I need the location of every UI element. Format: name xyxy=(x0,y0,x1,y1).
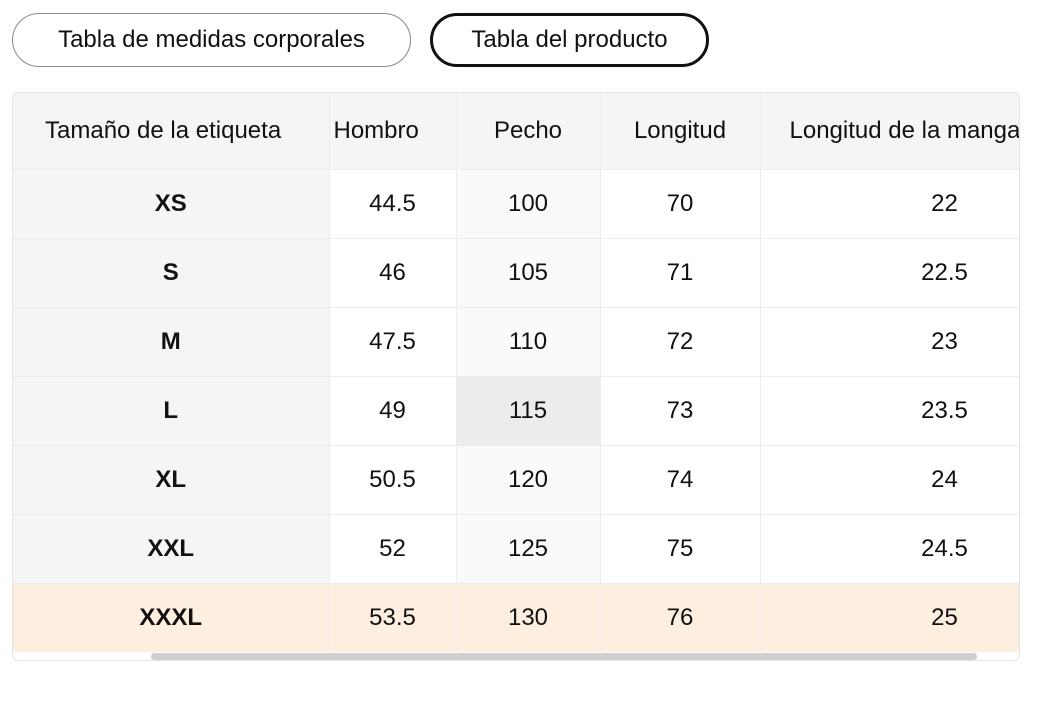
table-row: XL 50.5 120 74 24 xyxy=(13,445,1019,515)
size-table-container: Tamaño de la etiqueta Hombro Pecho Longi… xyxy=(12,92,1020,661)
cell-size: XXL xyxy=(13,514,330,584)
cell-shoulder: 52 xyxy=(329,514,457,584)
cell-shoulder: 49 xyxy=(329,376,457,446)
horizontal-scrollbar-thumb[interactable] xyxy=(151,653,977,660)
header-sleeve-length: Longitud de la manga xyxy=(760,93,1019,170)
cell-shoulder: 53.5 xyxy=(329,583,457,652)
chart-tabs: Tabla de medidas corporales Tabla del pr… xyxy=(12,13,709,67)
tab-body-measurements[interactable]: Tabla de medidas corporales xyxy=(12,13,411,67)
cell-size: XS xyxy=(13,169,330,239)
size-table: Tamaño de la etiqueta Hombro Pecho Longi… xyxy=(13,93,1019,652)
cell-length: 75 xyxy=(600,514,761,584)
header-chest: Pecho xyxy=(456,93,601,170)
cell-size: M xyxy=(13,307,330,377)
size-table-scroll-area[interactable]: Tamaño de la etiqueta Hombro Pecho Longi… xyxy=(13,93,1019,660)
cell-length: 74 xyxy=(600,445,761,515)
cell-sleeve-length: 25 xyxy=(760,583,1019,652)
cell-length: 73 xyxy=(600,376,761,446)
cell-chest-hovered: 115 xyxy=(456,376,601,446)
cell-sleeve-length: 22.5 xyxy=(760,238,1019,308)
cell-sleeve-length: 23.5 xyxy=(760,376,1019,446)
cell-chest: 100 xyxy=(456,169,601,239)
cell-length: 76 xyxy=(600,583,761,652)
cell-chest: 105 xyxy=(456,238,601,308)
cell-sleeve-length: 23 xyxy=(760,307,1019,377)
header-tag-size: Tamaño de la etiqueta xyxy=(13,93,330,170)
cell-shoulder: 44.5 xyxy=(329,169,457,239)
cell-length: 70 xyxy=(600,169,761,239)
cell-size: XXXL xyxy=(13,583,330,652)
cell-chest: 130 xyxy=(456,583,601,652)
cell-sleeve-length: 24 xyxy=(760,445,1019,515)
table-row: L 49 115 73 23.5 xyxy=(13,376,1019,446)
tab-product-measurements[interactable]: Tabla del producto xyxy=(430,13,709,67)
cell-sleeve-length: 22 xyxy=(760,169,1019,239)
header-length: Longitud xyxy=(600,93,761,170)
cell-size: L xyxy=(13,376,330,446)
table-row: XS 44.5 100 70 22 xyxy=(13,169,1019,239)
cell-size: XL xyxy=(13,445,330,515)
cell-shoulder: 50.5 xyxy=(329,445,457,515)
table-header-row: Tamaño de la etiqueta Hombro Pecho Longi… xyxy=(13,93,1019,170)
header-shoulder: Hombro xyxy=(329,93,457,170)
table-row-highlighted: XXXL 53.5 130 76 25 xyxy=(13,583,1019,652)
cell-length: 71 xyxy=(600,238,761,308)
cell-chest: 125 xyxy=(456,514,601,584)
cell-length: 72 xyxy=(600,307,761,377)
cell-shoulder: 47.5 xyxy=(329,307,457,377)
table-row: M 47.5 110 72 23 xyxy=(13,307,1019,377)
cell-chest: 120 xyxy=(456,445,601,515)
table-row: XXL 52 125 75 24.5 xyxy=(13,514,1019,584)
cell-chest: 110 xyxy=(456,307,601,377)
cell-size: S xyxy=(13,238,330,308)
table-row: S 46 105 71 22.5 xyxy=(13,238,1019,308)
cell-shoulder: 46 xyxy=(329,238,457,308)
cell-sleeve-length: 24.5 xyxy=(760,514,1019,584)
